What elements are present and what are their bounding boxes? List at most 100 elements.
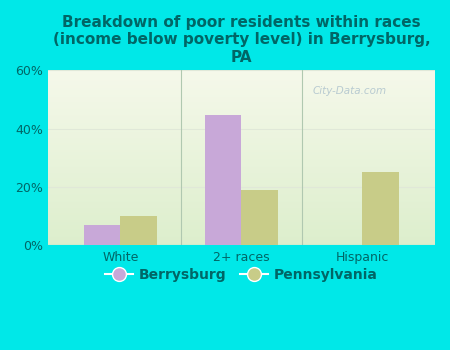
Bar [48, 82, 435, 84]
Bar [48, 182, 435, 184]
Bar [48, 125, 435, 126]
Bar [48, 153, 435, 154]
Bar [48, 221, 435, 223]
Bar [48, 79, 435, 80]
Bar [48, 163, 435, 165]
Bar [48, 72, 435, 74]
Bar [48, 219, 435, 221]
Bar [48, 149, 435, 151]
Bar [48, 161, 435, 163]
Bar [48, 212, 435, 214]
Bar [48, 238, 435, 240]
Bar [48, 175, 435, 177]
Bar [48, 200, 435, 202]
Bar [48, 191, 435, 193]
Bar [48, 105, 435, 107]
Bar [48, 135, 435, 137]
Bar [48, 89, 435, 91]
Bar [48, 98, 435, 100]
Bar [241, 190, 278, 245]
Bar [48, 146, 435, 147]
Bar [48, 207, 435, 209]
Bar [48, 112, 435, 114]
Bar [84, 225, 120, 245]
Bar [48, 237, 435, 238]
Bar [48, 235, 435, 237]
Bar [48, 172, 435, 174]
Bar [48, 202, 435, 203]
Bar [48, 216, 435, 217]
Bar [48, 181, 435, 182]
Bar [48, 70, 435, 72]
Bar [48, 86, 435, 88]
Bar [48, 88, 435, 89]
Bar [48, 228, 435, 230]
Bar [48, 95, 435, 97]
Bar [48, 91, 435, 93]
Bar [205, 116, 241, 245]
Bar [48, 128, 435, 130]
Bar [48, 102, 435, 104]
Bar [48, 121, 435, 123]
Bar [48, 210, 435, 212]
Bar [48, 139, 435, 140]
Bar [48, 97, 435, 98]
Bar [120, 216, 157, 245]
Bar [48, 144, 435, 146]
Bar [48, 100, 435, 102]
Bar [48, 226, 435, 228]
Bar [48, 123, 435, 125]
Bar [48, 233, 435, 235]
Bar [48, 240, 435, 242]
Bar [48, 231, 435, 233]
Bar [48, 205, 435, 207]
Bar [48, 133, 435, 135]
Text: City-Data.com: City-Data.com [313, 86, 387, 96]
Bar [48, 242, 435, 244]
Bar [48, 75, 435, 77]
Bar [48, 93, 435, 95]
Bar [48, 189, 435, 191]
Bar [48, 165, 435, 167]
Bar [48, 140, 435, 142]
Bar [48, 168, 435, 170]
Bar [48, 84, 435, 86]
Bar [48, 160, 435, 161]
Bar [48, 177, 435, 179]
Bar [48, 170, 435, 172]
Bar [48, 104, 435, 105]
Bar [48, 188, 435, 189]
Bar [48, 186, 435, 188]
Bar [48, 147, 435, 149]
Bar [48, 193, 435, 195]
Bar [48, 109, 435, 111]
Bar [48, 132, 435, 133]
Bar [48, 114, 435, 116]
Bar [48, 156, 435, 158]
Bar [48, 167, 435, 168]
Title: Breakdown of poor residents within races
(income below poverty level) in Berrysb: Breakdown of poor residents within races… [53, 15, 430, 65]
Bar [48, 151, 435, 153]
Bar [48, 209, 435, 210]
Bar [48, 217, 435, 219]
Bar [48, 119, 435, 121]
Bar [48, 118, 435, 119]
Bar [48, 244, 435, 245]
Bar [48, 158, 435, 160]
Bar [48, 223, 435, 224]
Bar [48, 142, 435, 144]
Bar [48, 184, 435, 186]
Bar [48, 126, 435, 128]
Bar [48, 77, 435, 79]
Bar [48, 130, 435, 132]
Legend: Berrysburg, Pennsylvania: Berrysburg, Pennsylvania [100, 262, 383, 288]
Bar [48, 214, 435, 216]
Bar [48, 154, 435, 156]
Bar [48, 203, 435, 205]
Bar [48, 196, 435, 198]
Bar [48, 174, 435, 175]
Bar [362, 173, 399, 245]
Bar [48, 198, 435, 200]
Bar [48, 107, 435, 109]
Bar [48, 179, 435, 181]
